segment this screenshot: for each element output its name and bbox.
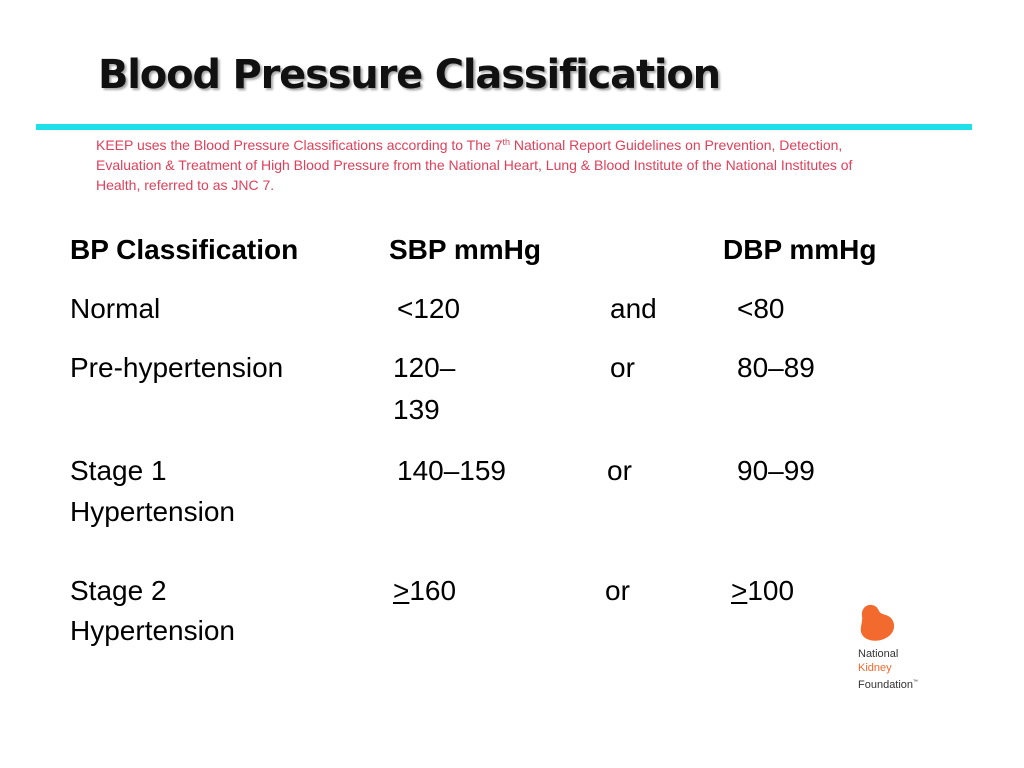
nkf-trademark: ™ [913, 679, 919, 685]
row-stage1-operator: or [607, 455, 632, 486]
row-normal-sbp: <120 [397, 293, 461, 324]
row-stage2-dbp: >100 [731, 571, 794, 611]
row-stage2-dbp-prefix: > [731, 575, 748, 606]
row-prehypertension-classification: Pre-hypertension [70, 352, 284, 383]
intro-part-2: National Report Guidelines on Prevention… [96, 137, 853, 193]
title-divider [36, 124, 972, 130]
row-stage1-dbp: 90–99 [737, 455, 815, 486]
intro-superscript: th [502, 137, 510, 147]
intro-text: KEEP uses the Blood Pressure Classificat… [96, 135, 876, 195]
row-stage2-dbp-value: 100 [747, 575, 795, 606]
row-normal-dbp: <80 [737, 293, 785, 324]
header-dbp: DBP mmHg [723, 234, 877, 265]
row-stage1-sbp: 140–159 [397, 455, 507, 486]
nkf-line-kidney: Kidney [858, 662, 892, 674]
page-title: Blood Pressure Classification [98, 52, 721, 98]
nkf-line-national: National [858, 648, 899, 660]
row-stage2-operator: or [605, 575, 630, 606]
nkf-line-foundation: Foundation™ [858, 675, 918, 692]
nkf-logo-text: National Kidney Foundation™ [858, 647, 918, 692]
row-normal-operator: and [610, 293, 657, 324]
row-stage1-classification-line2: Hypertension [70, 496, 235, 527]
header-classification: BP Classification [70, 234, 299, 265]
kidney-icon [860, 604, 895, 641]
row-stage2-sbp-value: 160 [409, 575, 457, 606]
row-stage1-classification-line1: Stage 1 [70, 455, 167, 486]
row-prehypertension-sbp-line2: 139 [393, 394, 440, 425]
nkf-foundation-word: Foundation [858, 679, 914, 691]
row-stage2-sbp: >160 [393, 571, 456, 611]
row-prehypertension-operator: or [610, 352, 635, 383]
row-normal-classification: Normal [70, 293, 161, 324]
nkf-logo: National Kidney Foundation™ [856, 603, 936, 695]
row-prehypertension-sbp-line1: 120– [393, 352, 456, 383]
row-stage2-sbp-prefix: > [393, 575, 410, 606]
header-sbp: SBP mmHg [389, 234, 541, 265]
intro-part-1: KEEP uses the Blood Pressure Classificat… [96, 137, 503, 153]
row-prehypertension-dbp: 80–89 [737, 352, 815, 383]
row-stage2-classification-line2: Hypertension [70, 615, 235, 646]
row-stage2-classification-line1: Stage 2 [70, 575, 167, 606]
